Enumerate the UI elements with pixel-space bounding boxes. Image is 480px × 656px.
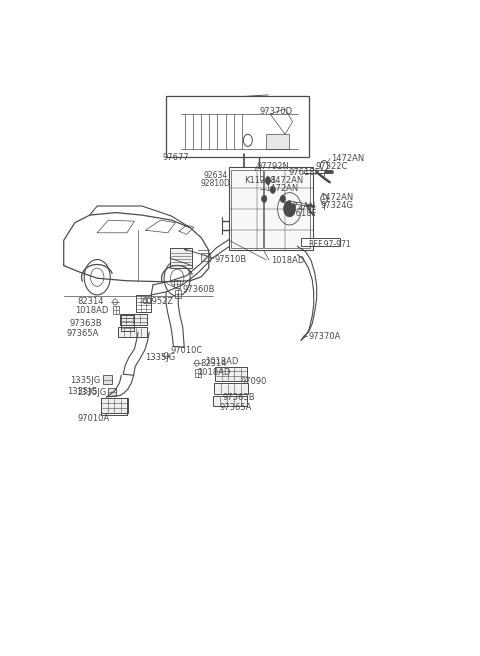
Text: 97618F: 97618F — [289, 168, 320, 177]
Circle shape — [265, 177, 271, 184]
Text: 1472AN: 1472AN — [282, 201, 315, 211]
Text: 82314: 82314 — [201, 359, 227, 367]
Circle shape — [262, 195, 267, 203]
Text: 97677: 97677 — [162, 152, 189, 161]
Bar — [202, 253, 210, 260]
Text: 1472AN: 1472AN — [265, 184, 299, 194]
Bar — [215, 383, 248, 394]
Text: 97324G: 97324G — [321, 201, 353, 209]
Text: 97792N: 97792N — [256, 162, 289, 171]
Bar — [103, 375, 112, 384]
Bar — [175, 291, 180, 298]
Bar — [108, 388, 116, 396]
Text: 97370A: 97370A — [309, 332, 341, 341]
Bar — [166, 96, 309, 157]
Bar — [118, 327, 147, 337]
Text: 97370D: 97370D — [259, 107, 292, 116]
Text: 92810D: 92810D — [201, 179, 230, 188]
Bar — [113, 306, 119, 314]
Text: 1018AD: 1018AD — [271, 256, 304, 264]
Circle shape — [270, 186, 276, 194]
Bar — [216, 367, 247, 380]
Text: 1472AN: 1472AN — [321, 194, 354, 203]
Text: REF.97-971: REF.97-971 — [309, 240, 351, 249]
Bar — [264, 170, 311, 248]
Text: 1335JG: 1335JG — [76, 388, 106, 398]
Circle shape — [284, 201, 296, 217]
Bar — [231, 170, 263, 248]
Bar — [301, 238, 340, 246]
Text: 97090: 97090 — [240, 377, 267, 386]
Text: 97363B: 97363B — [69, 319, 102, 328]
Text: 1335JG: 1335JG — [71, 377, 101, 385]
Text: 60952Z: 60952Z — [141, 297, 173, 306]
Text: 1018AD: 1018AD — [197, 368, 230, 377]
Bar — [266, 134, 289, 150]
Bar — [101, 398, 128, 413]
Bar — [170, 248, 192, 268]
Bar — [174, 280, 180, 289]
Text: 97010A: 97010A — [78, 414, 110, 422]
Text: 97363B: 97363B — [223, 394, 255, 402]
Text: 82314: 82314 — [78, 297, 104, 306]
Bar — [213, 396, 248, 406]
Text: 97365A: 97365A — [67, 329, 99, 338]
Bar — [229, 167, 313, 251]
Text: 1335JG: 1335JG — [67, 388, 98, 396]
Bar — [120, 314, 147, 325]
Text: 92634: 92634 — [203, 171, 228, 180]
Text: 97365A: 97365A — [220, 403, 252, 411]
Text: 97360B: 97360B — [182, 285, 215, 295]
Text: 97010C: 97010C — [171, 346, 203, 355]
Text: 97618F: 97618F — [286, 209, 317, 218]
Circle shape — [280, 195, 286, 203]
Text: 1018AD: 1018AD — [75, 306, 108, 315]
Text: 1472AN: 1472AN — [331, 154, 364, 163]
Text: 1018AD: 1018AD — [205, 357, 239, 365]
Text: 1335JG: 1335JG — [145, 353, 175, 362]
Text: 97322C: 97322C — [316, 162, 348, 171]
Text: K11208: K11208 — [244, 176, 276, 185]
Text: 97510B: 97510B — [215, 255, 247, 264]
Bar — [195, 369, 202, 377]
Text: 1472AN: 1472AN — [270, 176, 303, 185]
